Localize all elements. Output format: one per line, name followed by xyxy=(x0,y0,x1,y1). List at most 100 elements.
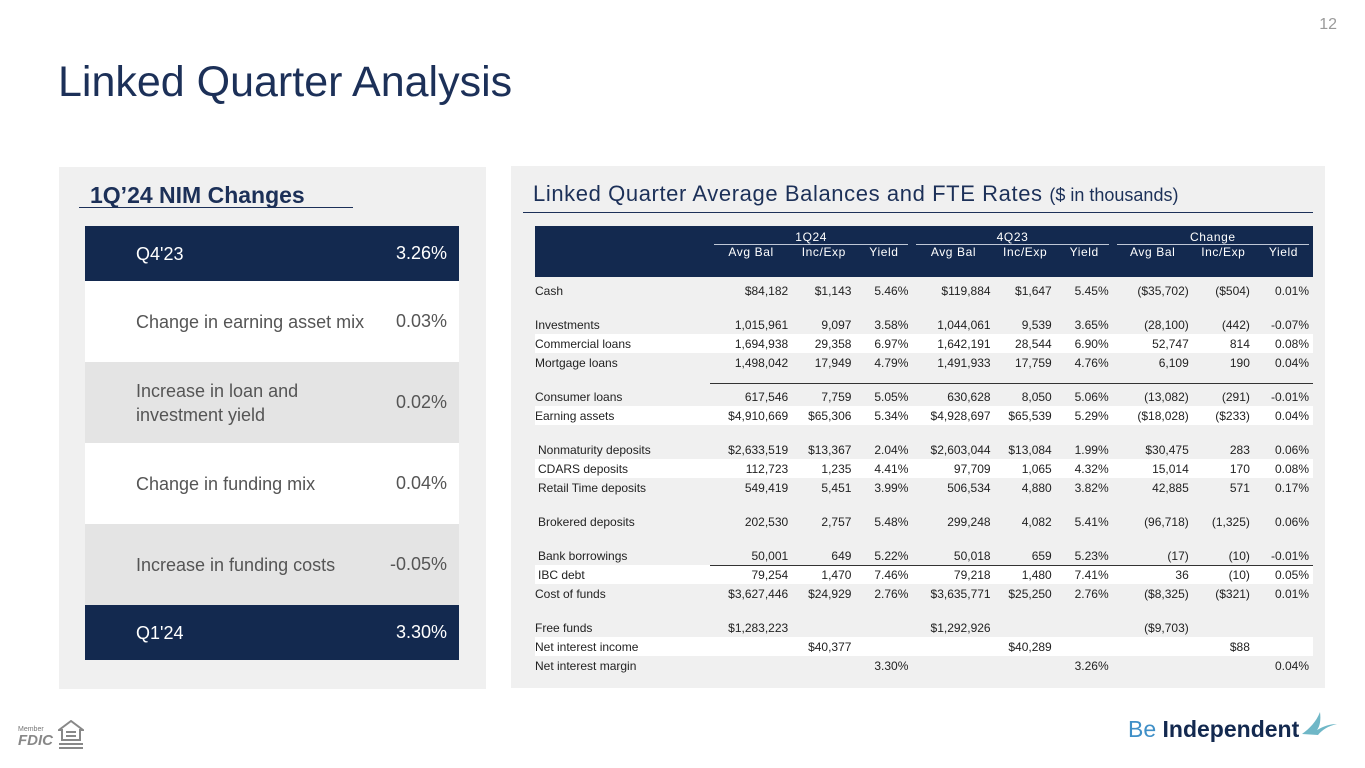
row-label: Free funds xyxy=(535,621,593,635)
table-cell: 79,254 xyxy=(709,564,793,584)
table-cell: $65,539 xyxy=(994,406,1056,425)
table-cell: ($18,028) xyxy=(1112,406,1193,425)
table-cell xyxy=(1193,614,1254,637)
table-row: Consumer loans 617,546 7,759 5.05% 630,628 8,… xyxy=(535,382,1313,406)
table-cell: ($504) xyxy=(1215,284,1250,298)
table-cell xyxy=(855,614,912,637)
table-cell: 571 xyxy=(1229,480,1250,495)
table-cell: (13,082) xyxy=(1112,382,1193,406)
balances-table: 1Q24 4Q23 Change Avg Bal Inc/Exp Yield Avg Ba… xyxy=(535,226,1313,675)
table-cell xyxy=(1193,656,1254,675)
brand-logo: Be Independent xyxy=(1128,716,1299,743)
table-cell: 36 xyxy=(1112,564,1193,584)
table-cell: (10) xyxy=(1192,564,1254,584)
table-row: Brokered deposits 202,530 2,757 5.48% 299,24… xyxy=(535,508,1313,531)
table-cell: $4,910,669 xyxy=(709,406,793,425)
table-spacer-row xyxy=(535,300,1313,311)
table-cell: 1,480 xyxy=(994,564,1056,584)
column-header-cell: Inc/Exp xyxy=(801,245,846,259)
table-cell: 549,419 xyxy=(744,480,789,495)
table-cell: $88 xyxy=(1192,637,1254,656)
table-cell: 112,723 xyxy=(709,459,793,478)
balances-heading-units: ($ in thousands) xyxy=(1049,185,1179,205)
row-label: Consumer loans xyxy=(535,390,623,404)
group-header-cell: 1Q24 xyxy=(710,226,912,245)
row-label: Mortgage loans xyxy=(535,355,618,370)
table-cell: $1,283,223 xyxy=(728,621,789,635)
row-label: Bank borrowings xyxy=(538,549,628,563)
table-cell: 1,642,191 xyxy=(912,334,995,353)
table-row: Mortgage loans 1,498,042 17,949 4.79% 1,491,… xyxy=(535,353,1313,372)
table-header-spacer xyxy=(535,261,1313,277)
table-cell: 0.04% xyxy=(1253,406,1313,425)
table-cell: ($8,325) xyxy=(1144,586,1189,601)
table-cell: 4.41% xyxy=(855,459,913,478)
table-cell: 3.30% xyxy=(874,658,909,673)
row-label: Investments xyxy=(535,318,600,332)
nim-row-label: Q1'24 xyxy=(136,622,184,643)
table-cell: 1,235 xyxy=(792,459,856,478)
table-row: Free funds $1,283,223 $1,292,926 ($9,703) xyxy=(535,614,1313,637)
table-row: Commercial loans 1,694,938 29,358 6.97% 1,64… xyxy=(535,334,1313,353)
nim-row: Change in earning asset mix 0.03% xyxy=(85,281,459,362)
table-cell: 3.99% xyxy=(874,480,909,495)
table-cell: $3,635,771 xyxy=(930,586,991,601)
table-cell: 17,759 xyxy=(1015,355,1052,370)
table-cell: 5.45% xyxy=(1074,284,1109,298)
table-cell: 28,544 xyxy=(994,334,1056,353)
page-title: Linked Quarter Analysis xyxy=(58,58,513,106)
table-cell: 2.76% xyxy=(874,586,909,601)
table-cell: (1,325) xyxy=(1211,515,1250,529)
table-cell: 202,530 xyxy=(744,515,789,529)
table-cell: 1,498,042 xyxy=(734,355,789,370)
nim-row: Q4'23 3.26% xyxy=(85,226,459,281)
table-cell: ($35,702) xyxy=(1137,284,1189,298)
fdic-logo: Member FDIC xyxy=(18,718,84,752)
group-header-label: 1Q24 xyxy=(713,230,909,245)
balances-panel: Linked Quarter Average Balances and FTE … xyxy=(511,166,1325,688)
table-row: IBC debt 79,254 1,470 7.46% 79,218 1,480 7.41%… xyxy=(535,564,1313,584)
table-cell: 190 xyxy=(1229,355,1250,370)
row-label: Net interest margin xyxy=(535,658,637,673)
table-cell: -0.01% xyxy=(1253,382,1313,406)
table-cell: 2.04% xyxy=(874,443,909,457)
table-cell: 9,097 xyxy=(821,318,852,332)
table-cell: 630,628 xyxy=(912,382,995,406)
table-cell: 3.82% xyxy=(1074,480,1109,495)
table-cell: 29,358 xyxy=(792,334,856,353)
group-header-label: 4Q23 xyxy=(916,230,1109,245)
table-cell: 4.76% xyxy=(1074,355,1109,370)
table-cell: 1,015,961 xyxy=(734,318,789,332)
table-cell: 2.76% xyxy=(1074,586,1109,601)
row-label: Commercial loans xyxy=(535,334,710,353)
page-number: 12 xyxy=(1319,16,1337,33)
table-cell: 3.26% xyxy=(1074,658,1109,673)
table-cell: $24,929 xyxy=(808,586,852,601)
table-cell: (96,718) xyxy=(1144,515,1189,529)
table-cell: 5.23% xyxy=(1074,548,1109,563)
column-header-cell: Avg Bal xyxy=(1130,245,1176,259)
table-cell: 6.90% xyxy=(1055,334,1113,353)
table-cell: 8,050 xyxy=(994,382,1056,406)
table-cell: 3.58% xyxy=(874,318,909,332)
table-cell xyxy=(912,656,994,675)
table-cell xyxy=(995,614,1056,637)
table-cell: (28,100) xyxy=(1144,318,1189,332)
fdic-member-label: Member xyxy=(18,726,44,733)
table-cell: 7.41% xyxy=(1055,564,1113,584)
row-label: Net interest income xyxy=(535,637,710,656)
column-header-cell: Inc/Exp xyxy=(1003,245,1048,259)
table-cell xyxy=(710,656,792,675)
nim-changes-panel: 1Q’24 NIM Changes Q4'23 3.26% Change in ea… xyxy=(59,167,486,689)
table-cell: 0.01% xyxy=(1274,284,1309,298)
nim-row: Q1'24 3.30% xyxy=(85,605,459,660)
table-cell: 0.01% xyxy=(1274,586,1309,601)
table-cell: $13,084 xyxy=(1008,443,1052,457)
table-cell xyxy=(709,637,793,656)
table-cell: 0.08% xyxy=(1253,334,1313,353)
table-cell: 1,065 xyxy=(994,459,1056,478)
table-cell: 50,018 xyxy=(953,548,991,563)
table-spacer-row xyxy=(535,372,1313,383)
table-row: Retail Time deposits 549,419 5,451 3.99% 506… xyxy=(535,478,1313,497)
table-row: Cost of funds $3,627,446 $24,929 2.76% $3,63… xyxy=(535,584,1313,603)
